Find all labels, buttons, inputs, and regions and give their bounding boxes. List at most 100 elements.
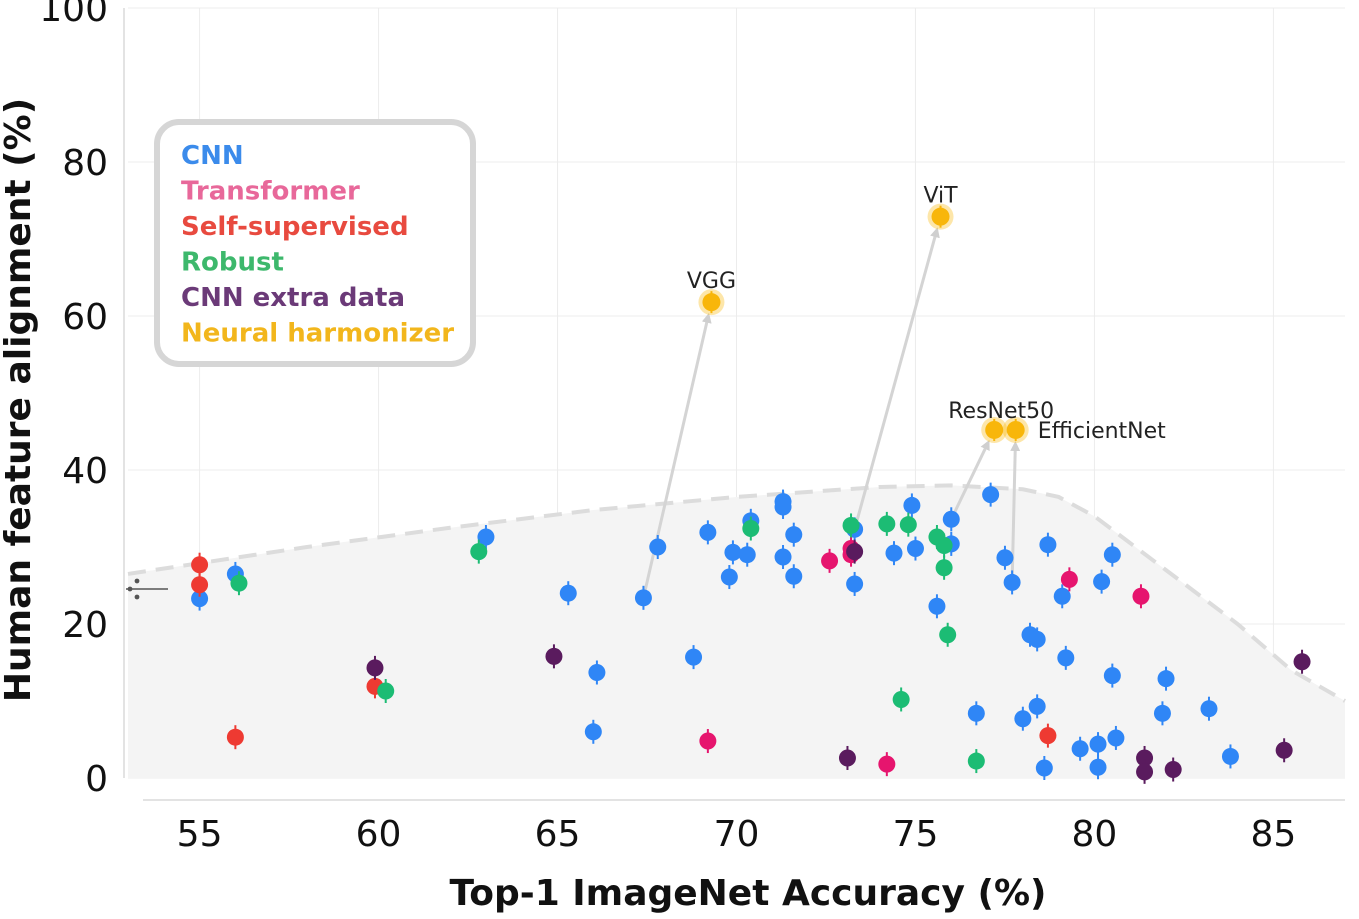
cnn-point: [1057, 645, 1075, 670]
robust-point: [230, 571, 248, 596]
y-tick-label: 100: [39, 0, 108, 30]
y-tick-label: 80: [62, 143, 108, 184]
cnn-point: [846, 571, 864, 596]
cnn-point: [1039, 532, 1057, 557]
cnn-point: [738, 542, 756, 567]
transformer-point: [821, 548, 839, 573]
x-tick-label: 75: [893, 814, 939, 855]
self_supervised-point: [226, 725, 244, 750]
robust-point: [742, 516, 760, 541]
data-points: [191, 203, 1311, 784]
harmonizer-point: [698, 289, 725, 316]
cnn-point: [724, 540, 742, 565]
cnn-point: [1028, 627, 1046, 652]
cnn-point: [1200, 696, 1218, 721]
robust-point: [377, 678, 395, 703]
self_supervised-point: [191, 572, 209, 597]
self_supervised-point: [191, 552, 209, 577]
legend-entry: Robust: [181, 248, 284, 278]
cnn-point: [1103, 542, 1121, 567]
cnn-point: [1071, 736, 1089, 761]
x-tick-label: 80: [1072, 814, 1118, 855]
extra-point: [846, 539, 864, 564]
cnn-point: [1093, 569, 1111, 594]
legend-box: [154, 119, 476, 367]
self_supervised-point: [1039, 723, 1057, 748]
cnn-point: [1014, 706, 1032, 731]
annotation-label: VGG: [687, 269, 736, 294]
legend-entry: CNN: [181, 141, 244, 171]
extra-point: [1275, 738, 1293, 763]
robust-point: [899, 512, 917, 537]
cnn-point: [1153, 701, 1171, 726]
cnn-point: [477, 524, 495, 549]
y-axis-title: Human feature alignment (%): [0, 98, 39, 702]
extra-point: [838, 745, 856, 770]
cnn-point: [1107, 725, 1125, 750]
cnn-point: [785, 522, 803, 547]
cnn-point: [982, 482, 1000, 507]
robust-point: [842, 513, 860, 538]
x-tick-label: 55: [177, 814, 223, 855]
cnn-point: [1089, 755, 1107, 780]
cnn-point: [1003, 570, 1021, 595]
annotation-label: ViT: [923, 184, 958, 209]
cnn-point: [885, 541, 903, 566]
extra-point: [1164, 757, 1182, 782]
harmonizer-point: [1002, 416, 1029, 443]
cnn-point: [1035, 755, 1053, 780]
x-axis-title: Top-1 ImageNet Accuracy (%): [449, 873, 1046, 914]
cnn-point: [774, 494, 792, 519]
cnn-point: [1103, 663, 1121, 688]
x-tick-label: 60: [356, 814, 402, 855]
robust-point: [935, 555, 953, 580]
legend-entry: Self-supervised: [181, 212, 409, 242]
legend-entry: Neural harmonizer: [181, 319, 454, 349]
transformer-point: [699, 729, 717, 754]
legend: CNN Transformer Self-supervised Robust CNN e…: [154, 119, 476, 367]
cnn-point: [685, 645, 703, 670]
extra-point: [1136, 759, 1154, 784]
cnn-point: [928, 594, 946, 619]
harmonizer-point: [981, 416, 1008, 443]
cnn-point: [720, 565, 738, 590]
cnn-point: [1221, 744, 1239, 769]
transformer-point: [1132, 584, 1150, 609]
robust-point: [878, 511, 896, 536]
cnn-point: [1053, 584, 1071, 609]
robust-point: [892, 687, 910, 712]
pareto-region: [128, 485, 1345, 778]
cnn-point: [903, 493, 921, 518]
scissors-icon: [126, 578, 168, 600]
y-tick-label: 0: [85, 759, 108, 800]
legend-entry: CNN extra data: [181, 283, 405, 313]
robust-point: [470, 539, 488, 564]
cnn-point: [906, 536, 924, 561]
extra-point: [545, 644, 563, 669]
transformer-point: [1060, 567, 1078, 592]
cnn-point: [559, 581, 577, 606]
pareto-line: [127, 483, 1346, 703]
cnn-point: [785, 564, 803, 589]
robust-point: [935, 533, 953, 558]
extra-point: [366, 655, 384, 680]
cnn-point: [1089, 732, 1107, 757]
cnn-point: [584, 719, 602, 744]
improvement-arrow: [853, 227, 940, 530]
cnn-point: [588, 660, 606, 685]
robust-point: [967, 749, 985, 774]
cnn-point: [699, 520, 717, 545]
extra-point: [1293, 649, 1311, 674]
pareto-front: [127, 483, 1346, 778]
legend-entry: Transformer: [181, 177, 360, 207]
cnn-point: [649, 535, 667, 559]
cnn-point: [996, 545, 1014, 570]
y-tick-label: 60: [62, 297, 108, 338]
annotation-label: EfficientNet: [1038, 419, 1166, 444]
cnn-point: [1028, 694, 1046, 719]
x-tick-label: 85: [1251, 814, 1297, 855]
transformer-point: [878, 752, 896, 777]
x-tick-label: 65: [535, 814, 581, 855]
